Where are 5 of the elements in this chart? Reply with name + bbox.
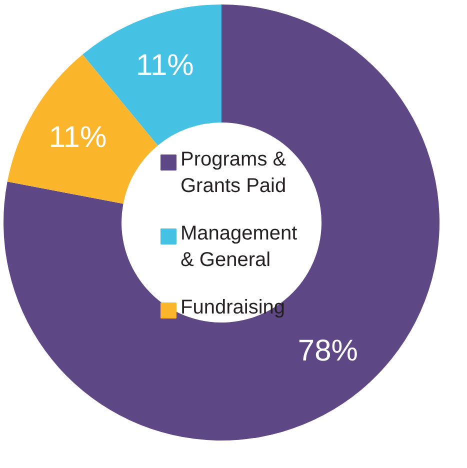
- data-label: 11%: [48, 120, 107, 154]
- data-label: 11%: [136, 48, 194, 82]
- legend-label: Management & General: [180, 222, 298, 271]
- data-label: 78%: [298, 334, 358, 368]
- legend-label: Programs & Grants Paid: [180, 148, 287, 197]
